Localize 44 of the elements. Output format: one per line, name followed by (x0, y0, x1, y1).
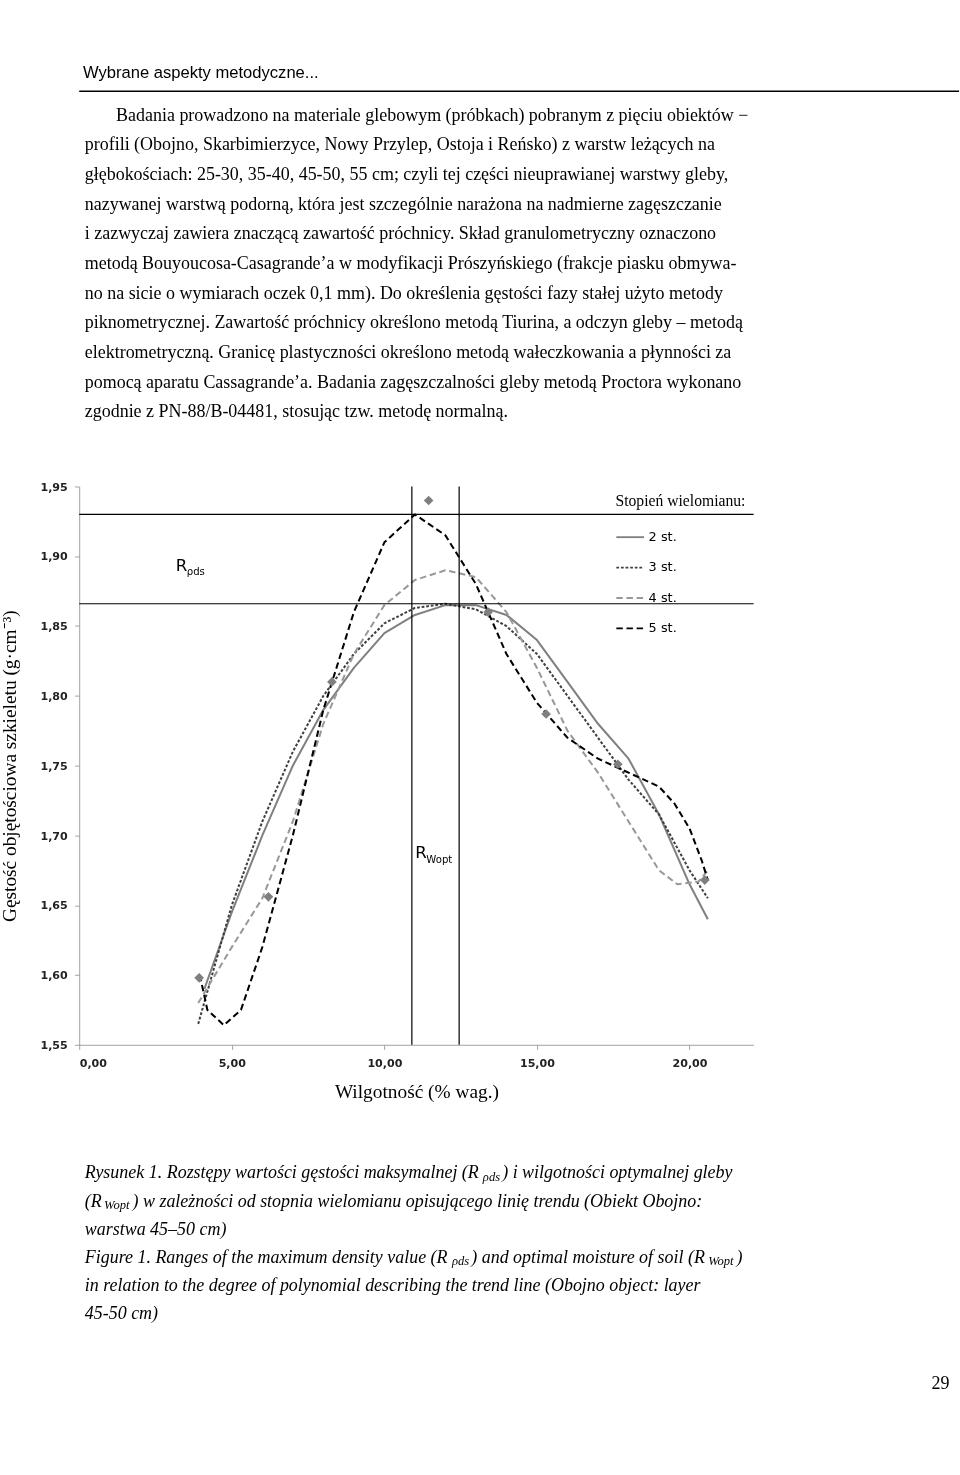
text: no na sicie o wymiarach oczek 0,1 mm). Do określenia gęstości fazy stałej użyto metody (84, 282, 723, 304)
x-axis-title: Wilgotność (% wag.) (334, 1080, 499, 1103)
text: i zazwyczaj zawiera znaczącą zawartość próchnicy. Skład granulometryczny oznaczono (84, 223, 717, 244)
x-tick-label: 10,00 (367, 1057, 403, 1071)
point (423, 495, 434, 506)
y-tick-label: 1,75 (40, 759, 68, 773)
x-tick-label: 0,00 (79, 1057, 108, 1071)
legend-label: 2 st. (648, 528, 677, 544)
text: profili (Obojno, Skarbimierzyce, Nowy Przylep, Ostoja i Reńsko) z warstw leżących na (84, 134, 715, 156)
legend-label: 3 st. (648, 559, 677, 575)
legend-title: Stopień wielomianu: (615, 491, 746, 510)
text: elektrometryczną. Granicę plastyczności określono metodą wałeczkowania a płynności za (84, 342, 732, 363)
y-tick-label: 1,95 (40, 480, 68, 494)
y-axis-title: Gęstość objętościowa szkieletu (g·cm⁻³) (0, 610, 22, 922)
text: Badania prowadzono na materiale glebowym (próbkach) pobranym z pięciu obiektów − (116, 104, 749, 126)
text: zgodnie z PN-88/B-04481, stosując tzw. metodę normalną. (84, 401, 508, 422)
point (483, 607, 493, 617)
point (327, 677, 337, 687)
legend-label: 5 st. (648, 620, 677, 636)
point (194, 972, 204, 983)
text: głębokościach: 25-30, 35-40, 45-50, 55 cm; czyli tej części nieuprawianej warstwy gleby, (84, 164, 729, 185)
text: 29 (931, 1373, 950, 1394)
y-tick-label: 1,90 (40, 550, 69, 564)
x-tick-label: 20,00 (672, 1057, 708, 1071)
y-tick-label: 1,60 (40, 969, 69, 983)
legend-label: 4 st. (648, 589, 677, 605)
y-tick-label: 1,55 (40, 1038, 68, 1052)
x-tick-label: 15,00 (519, 1057, 556, 1071)
y-tick-label: 1,85 (40, 620, 68, 634)
text: in relation to the degree of polynomial describing the trend line (Obojno object: layer (84, 1274, 702, 1296)
text: nazywanej warstwą podorną, która jest szczególnie narażona na nadmierne zagęszczanie (84, 193, 722, 214)
y-tick-label: 1,80 (40, 690, 69, 704)
x-tick-label: 5,00 (218, 1057, 247, 1071)
text: pomocą aparatu Cassagrande’a. Badania zagęszczalności gleby metodą Proctora wykonano (84, 371, 742, 392)
text: piknometrycznej. Zawartość próchnicy określono metodą Tiurina, a odczyn gleby – metodą (84, 312, 744, 333)
point (263, 892, 274, 902)
chart-title: Wybrane aspekty metodyczne... (82, 63, 319, 83)
point (699, 875, 710, 885)
y-tick-label: 1,70 (40, 829, 69, 843)
text: warstwa 45–50 cm) (84, 1218, 227, 1240)
y-tick-label: 1,65 (40, 899, 68, 913)
text: metodą Bouyoucosa-Casagrande’a w modyfikacji Prószyńskiego (frakcje piasku obmywa- (84, 253, 737, 275)
text: 45-50 cm) (84, 1302, 159, 1324)
point (613, 759, 623, 770)
